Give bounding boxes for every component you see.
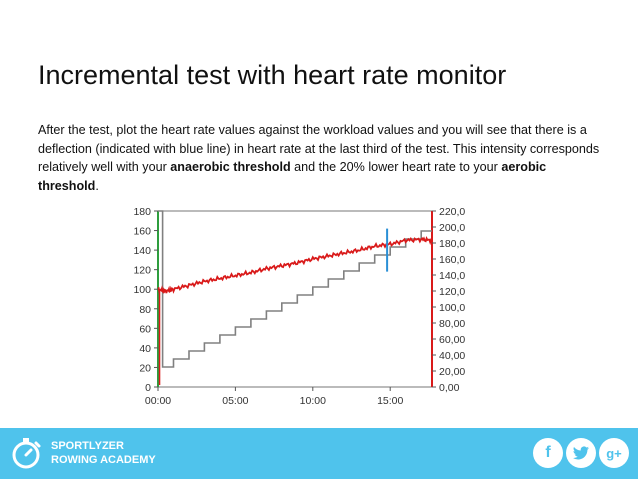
paragraph-text-1: After the test, plot the heart rate valu…: [38, 123, 600, 174]
brand-line-2: ROWING ACADEMY: [51, 454, 156, 466]
stopwatch-icon: [9, 436, 43, 470]
right-tick-label: 140,0: [439, 270, 465, 282]
left-tick-label: 0: [145, 382, 151, 394]
plot-frame: [157, 210, 433, 388]
right-tick-label: 120,0: [439, 286, 465, 298]
facebook-icon[interactable]: f: [533, 438, 563, 468]
right-tick-label: 0,00: [439, 382, 460, 394]
left-tick-label: 20: [139, 362, 151, 374]
right-tick-label: 180,0: [439, 238, 465, 250]
footer-brand: SPORTLYZER ROWING ACADEMY: [51, 439, 156, 467]
right-tick-label: 40,00: [439, 350, 465, 362]
left-tick-label: 140: [133, 245, 151, 257]
brand-line-1: SPORTLYZER: [51, 440, 124, 452]
x-tick-label: 15:00: [377, 395, 403, 407]
chart-svg: 0 20 40 60 80 100 120 140 160 180 0,00 20,00 40,00 60…: [133, 206, 465, 407]
right-tick-label: 200,0: [439, 222, 465, 234]
right-tick-label: 20,00: [439, 366, 465, 378]
anaerobic-threshold-label: anaerobic threshold: [170, 160, 291, 174]
right-tick-label: 60,00: [439, 334, 465, 346]
x-tick-label: 00:00: [145, 395, 171, 407]
right-tick-label: 80,00: [439, 318, 465, 330]
x-tick-label: 10:00: [300, 395, 326, 407]
left-tick-label: 180: [133, 206, 151, 218]
twitter-bird-shape: [573, 446, 589, 460]
right-tick-label: 100,0: [439, 302, 465, 314]
left-tick-label: 100: [133, 284, 151, 296]
right-tick-label: 220,0: [439, 206, 465, 218]
twitter-icon[interactable]: [566, 438, 596, 468]
slide-title: Incremental test with heart rate monitor: [38, 60, 507, 90]
body-paragraph: After the test, plot the heart rate valu…: [38, 121, 608, 195]
aerobic-threshold-label: aerobic threshold: [38, 160, 547, 193]
left-tick-label: 160: [133, 226, 151, 238]
heart-rate-chart: 0 20 40 60 80 100 120 140 160 180 0,00 20,00 40,00 60…: [110, 200, 500, 415]
left-tick-label: 80: [139, 304, 151, 316]
workload-step-line: [158, 210, 432, 368]
x-tick-label: 05:00: [222, 395, 248, 407]
right-tick-label: 160,0: [439, 254, 465, 266]
footer-bar: SPORTLYZER ROWING ACADEMY f g+: [0, 428, 638, 479]
left-tick-label: 40: [139, 343, 151, 355]
paragraph-text-2: and the 20% lower heart rate to your: [290, 160, 502, 174]
google-plus-icon[interactable]: g+: [599, 438, 629, 468]
paragraph-text-3: .: [95, 178, 99, 193]
left-tick-label: 60: [139, 323, 151, 335]
left-tick-label: 120: [133, 265, 151, 277]
